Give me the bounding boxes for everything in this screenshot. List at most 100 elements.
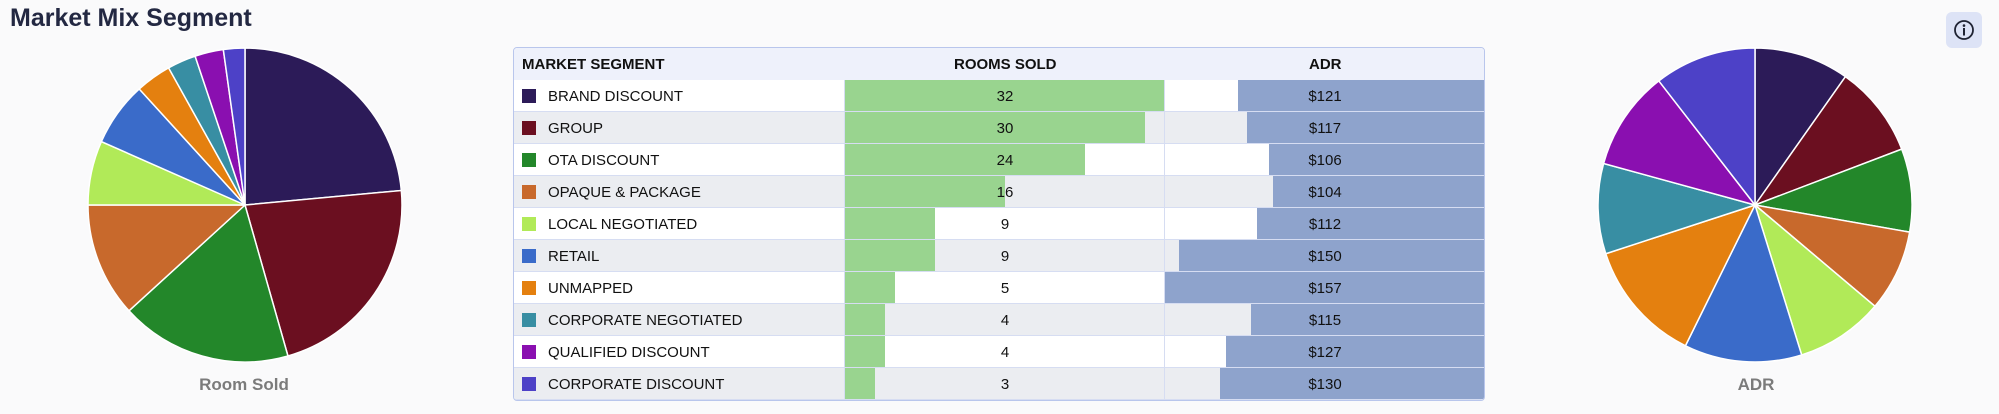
rooms-sold-cell: 30 <box>844 112 1165 143</box>
segment-name: CORPORATE DISCOUNT <box>548 376 725 393</box>
adr-pie-svg <box>1597 47 1913 363</box>
rooms-sold-cell: 9 <box>844 208 1165 239</box>
rooms-sold-value: 5 <box>1000 280 1010 297</box>
pie-slice[interactable] <box>1597 162 1758 255</box>
info-button[interactable] <box>1946 12 1982 48</box>
adr-cell: $150 <box>1164 240 1484 271</box>
pie-slice[interactable] <box>1602 79 1757 207</box>
rooms-sold-bar <box>845 208 935 239</box>
rooms-sold-cell: 16 <box>844 176 1165 207</box>
adr-value: $127 <box>1308 344 1342 361</box>
rooms-sold-bar <box>845 80 1165 111</box>
segment-color-swatch <box>522 281 536 295</box>
rooms-sold-cell: 9 <box>844 240 1165 271</box>
adr-bar <box>1165 272 1484 303</box>
pie-slice[interactable] <box>1684 202 1803 363</box>
adr-value: $121 <box>1308 88 1342 105</box>
adr-value: $150 <box>1308 248 1342 265</box>
adr-value: $130 <box>1308 376 1342 393</box>
pie-slice[interactable] <box>1657 47 1756 208</box>
table-row[interactable]: GROUP 30 $117 <box>514 112 1484 144</box>
table-row[interactable]: OTA DISCOUNT 24 $106 <box>514 144 1484 176</box>
segment-color-swatch <box>522 89 536 103</box>
table-row[interactable]: LOCAL NEGOTIATED 9 $112 <box>514 208 1484 240</box>
segment-color-swatch <box>522 121 536 135</box>
rooms-sold-bar <box>845 304 885 335</box>
table-row[interactable]: CORPORATE DISCOUNT 3 $130 <box>514 368 1484 400</box>
column-header-rooms-sold[interactable]: ROOMS SOLD <box>954 56 1057 73</box>
adr-bar <box>1179 240 1484 271</box>
pie-slice[interactable] <box>244 189 403 357</box>
rooms-sold-value: 32 <box>996 88 1014 105</box>
rooms-sold-value: 4 <box>1000 312 1010 329</box>
table-row[interactable]: BRAND DISCOUNT 32 $121 <box>514 80 1484 112</box>
segment-color-swatch <box>522 217 536 231</box>
rooms-sold-value: 3 <box>1000 376 1010 393</box>
adr-bar <box>1246 112 1484 143</box>
rooms-sold-value: 30 <box>996 120 1014 137</box>
adr-cell: $112 <box>1164 208 1484 239</box>
pie-slice[interactable] <box>222 47 246 206</box>
rooms-sold-value: 4 <box>1000 344 1010 361</box>
rooms-sold-cell: 4 <box>844 304 1165 335</box>
adr-bar <box>1268 144 1484 175</box>
adr-value: $112 <box>1308 216 1342 233</box>
pie-slice[interactable] <box>1753 202 1877 356</box>
rooms-sold-value: 24 <box>996 152 1014 169</box>
segment-name: OTA DISCOUNT <box>548 152 660 169</box>
pie-slice[interactable] <box>1604 203 1757 347</box>
rooms-sold-bar <box>845 144 1085 175</box>
segment-name: OPAQUE & PACKAGE <box>548 184 701 201</box>
table-row[interactable]: QUALIFIED DISCOUNT 4 $127 <box>514 336 1484 368</box>
segment-name: RETAIL <box>548 248 600 265</box>
pie-slice[interactable] <box>127 203 289 363</box>
table-row[interactable]: OPAQUE & PACKAGE 16 $104 <box>514 176 1484 208</box>
adr-value: $106 <box>1308 152 1342 169</box>
rooms-sold-bar <box>845 336 885 367</box>
adr-bar <box>1220 368 1484 399</box>
rooms-sold-cell: 4 <box>844 336 1165 367</box>
adr-pie-chart <box>1590 40 1920 370</box>
segment-name: UNMAPPED <box>548 280 634 297</box>
column-header-market-segment[interactable]: MARKET SEGMENT <box>522 56 665 73</box>
pie-slice[interactable] <box>244 47 403 206</box>
adr-cell: $115 <box>1164 304 1484 335</box>
rooms-sold-bar <box>845 240 935 271</box>
adr-bar <box>1238 80 1484 111</box>
adr-bar <box>1250 304 1484 335</box>
rooms-sold-value: 16 <box>996 184 1014 201</box>
segment-name: BRAND DISCOUNT <box>548 88 684 105</box>
pie-slice[interactable] <box>87 204 247 312</box>
adr-bar <box>1273 176 1484 207</box>
segment-color-swatch <box>522 153 536 167</box>
adr-value: $157 <box>1308 280 1342 297</box>
pie-slice[interactable] <box>1752 75 1903 207</box>
rooms-sold-bar <box>845 368 875 399</box>
segment-color-swatch <box>522 185 536 199</box>
adr-cell: $121 <box>1164 80 1484 111</box>
segment-name: CORPORATE NEGOTIATED <box>548 312 743 329</box>
adr-bar <box>1256 208 1484 239</box>
adr-bar <box>1226 336 1484 367</box>
table-row[interactable]: UNMAPPED 5 $157 <box>514 272 1484 304</box>
table-row[interactable]: CORPORATE NEGOTIATED 4 $115 <box>514 304 1484 336</box>
rooms-sold-pie-svg <box>87 47 403 363</box>
rooms-sold-pie-title: Room Sold <box>199 375 289 394</box>
segment-color-swatch <box>522 345 536 359</box>
column-header-adr[interactable]: ADR <box>1309 56 1342 73</box>
adr-cell: $106 <box>1164 144 1484 175</box>
adr-cell: $127 <box>1164 336 1484 367</box>
adr-value: $117 <box>1308 120 1342 137</box>
adr-value: $115 <box>1308 312 1342 329</box>
rooms-sold-bar <box>845 112 1145 143</box>
adr-value: $104 <box>1308 184 1342 201</box>
table-row[interactable]: RETAIL 9 $150 <box>514 240 1484 272</box>
adr-pie-title: ADR <box>1737 375 1775 394</box>
market-segment-table: MARKET SEGMENT ROOMS SOLD ADR BRAND DISC… <box>513 47 1485 401</box>
segment-color-swatch <box>522 313 536 327</box>
rooms-sold-cell: 32 <box>844 80 1165 111</box>
adr-cell: $117 <box>1164 112 1484 143</box>
rooms-sold-cell: 24 <box>844 144 1165 175</box>
pie-slice[interactable] <box>1754 47 1847 208</box>
table-header: MARKET SEGMENT ROOMS SOLD ADR <box>514 48 1484 81</box>
